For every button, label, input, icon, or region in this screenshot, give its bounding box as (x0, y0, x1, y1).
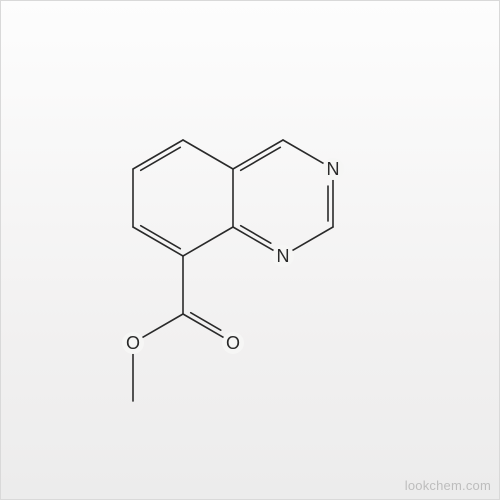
atom-label-n: N (277, 246, 290, 266)
atom-label-n: N (327, 159, 340, 179)
watermark-text: lookchem.com (405, 478, 491, 493)
atom-label-o: O (226, 333, 240, 353)
image-frame: N N O O lookchem.com (0, 0, 500, 500)
molecule-diagram: N N O O (1, 1, 500, 500)
atom-label-o: O (126, 333, 140, 353)
